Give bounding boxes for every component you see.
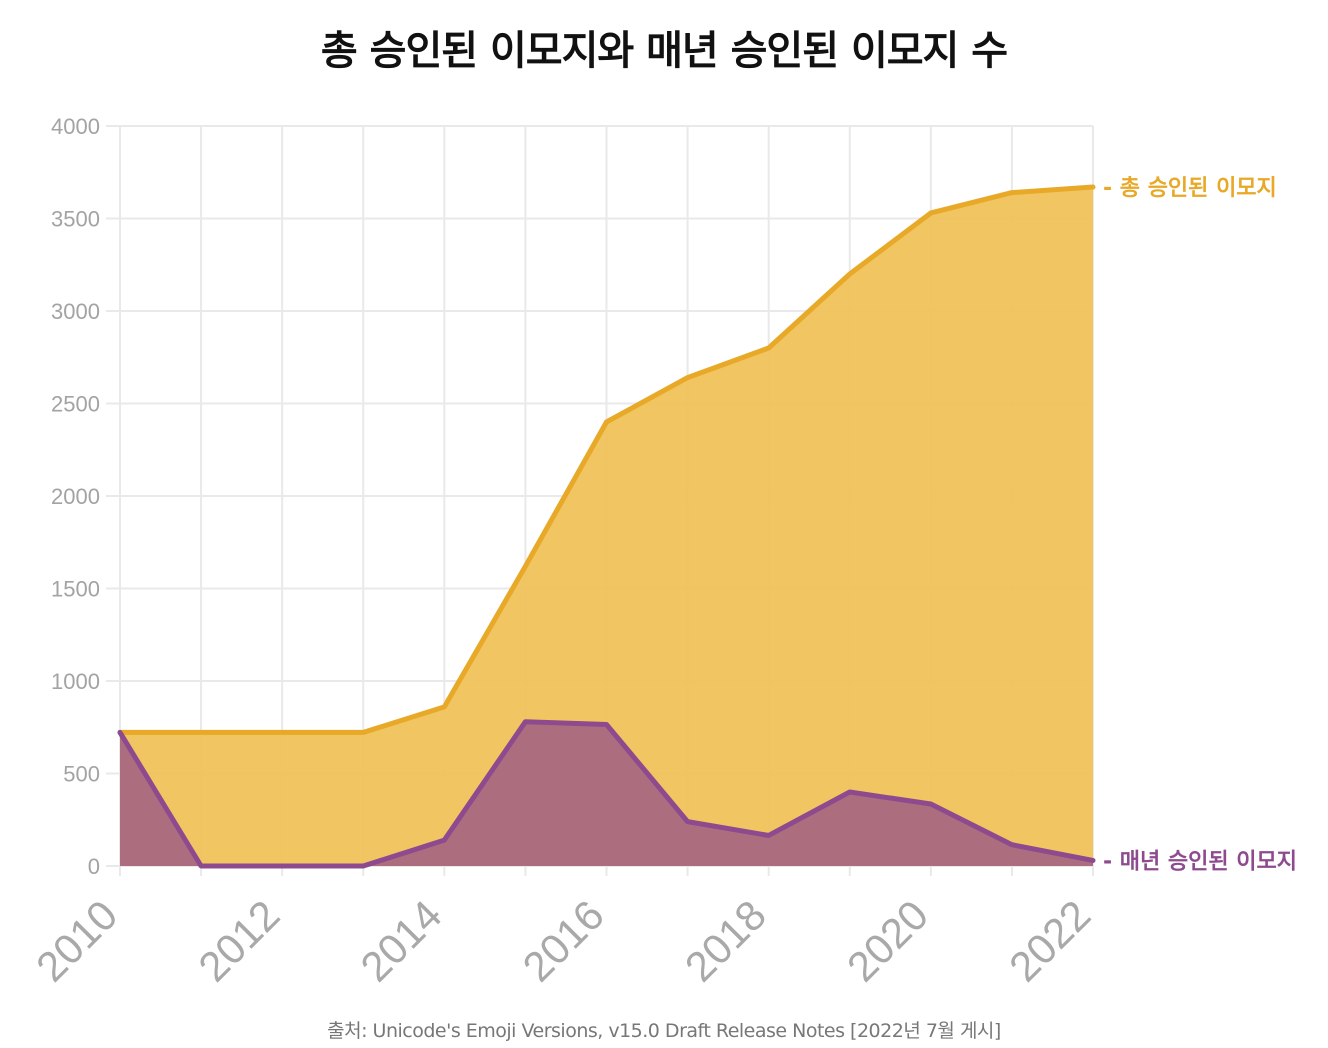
y-axis: 0 500 1000 1500 2000 2500 3000 3500 4000 (51, 114, 100, 879)
y-tick-label: 4000 (51, 114, 100, 139)
x-tick-label: 2012 (189, 891, 288, 990)
series-area (120, 187, 1093, 867)
series-areas (120, 187, 1093, 867)
series-end-label: - 총 승인된 이모지 (1103, 176, 1277, 201)
x-tick-label: 2022 (1000, 891, 1099, 990)
x-axis: 2010 2012 2014 2016 2018 2020 2022 (27, 891, 1099, 990)
x-tick-label: 2010 (27, 891, 126, 990)
x-tick-label: 2014 (351, 891, 450, 990)
y-tick-label: 3000 (51, 299, 100, 324)
y-tick-label: 500 (63, 762, 100, 787)
series-area (120, 721, 1093, 866)
x-tick-label: 2016 (514, 891, 613, 990)
y-tick-label: 2500 (51, 392, 100, 417)
x-tick-label: 2018 (676, 891, 775, 990)
chart-title: 총 승인된 이모지와 매년 승인된 이모지 수 (320, 28, 1008, 74)
x-tick-label: 2020 (838, 891, 937, 990)
y-tick-label: 1500 (51, 577, 100, 602)
series-end-label: - 매년 승인된 이모지 (1103, 849, 1297, 874)
y-tick-label: 2000 (51, 484, 100, 509)
series-labels: - 총 승인된 이모지 - 매년 승인된 이모지 (1103, 176, 1297, 874)
series-line (117, 184, 1096, 735)
y-tick-label: 1000 (51, 669, 100, 694)
y-tick-label: 3500 (51, 207, 100, 232)
chart-source: 출처: Unicode's Emoji Versions, v15.0 Draf… (327, 1020, 1001, 1042)
series-line (117, 719, 1096, 869)
series-lines (117, 184, 1096, 869)
y-tick-label: 0 (88, 854, 100, 879)
